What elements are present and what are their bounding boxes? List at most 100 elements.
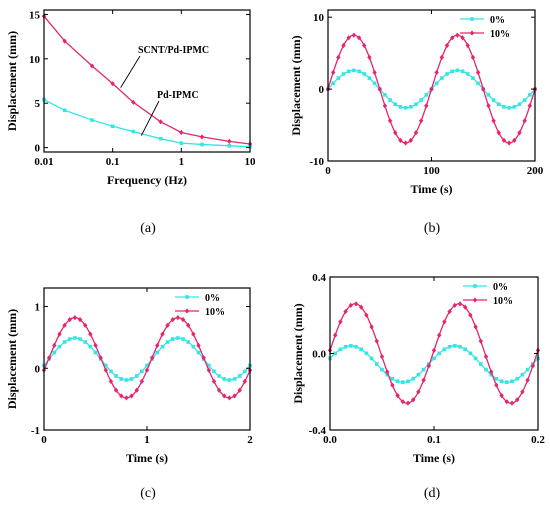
data-point-a-0-3 xyxy=(110,81,115,87)
data-point-d-0-132 xyxy=(499,379,504,384)
data-point-c-0-100 xyxy=(170,337,175,341)
x-tick-label-a-3: 10 xyxy=(245,156,257,168)
data-point-c-0-56 xyxy=(114,374,118,378)
data-point-c-1-68 xyxy=(129,393,134,399)
data-point-d-1-56 xyxy=(400,399,405,405)
panel-caption-a: (a) xyxy=(140,221,156,236)
x-tick-label-b-1: 100 xyxy=(423,165,440,177)
data-point-c-1-104 xyxy=(175,315,181,321)
data-point-b-0-68 xyxy=(414,102,418,107)
data-point-c-0-36 xyxy=(88,344,93,349)
x-tick-label-c-0: 0 xyxy=(41,434,47,446)
data-point-b-0-112 xyxy=(471,76,475,80)
data-point-b-0-148 xyxy=(517,102,522,107)
data-point-c-1-152 xyxy=(237,387,242,393)
data-point-d-1-4 xyxy=(333,332,338,338)
panel-a: 0.01 0.1 1 10 0 5 10 15 Frequency (Hz) Displaceme… xyxy=(5,9,256,236)
data-point-d-1-152 xyxy=(525,377,530,383)
data-point-b-0-152 xyxy=(522,98,527,102)
plot-frame-a xyxy=(43,9,251,153)
x-tick-label-a-0: 0.01 xyxy=(34,156,53,168)
data-point-c-1-88 xyxy=(155,342,160,348)
data-point-b-1-116 xyxy=(475,69,481,76)
data-point-d-1-44 xyxy=(385,369,390,375)
y-tick-label-c-0: -1 xyxy=(31,425,40,437)
data-point-b-1-68 xyxy=(413,130,419,136)
x-tick-label-a-1: 0.1 xyxy=(106,156,120,168)
data-point-b-1-96 xyxy=(450,35,455,41)
data-point-d-1-96 xyxy=(452,302,457,308)
x-tick-label-d-2: 0.2 xyxy=(531,434,545,446)
curves-c xyxy=(41,315,253,401)
data-point-d-0-68 xyxy=(416,372,421,377)
y-tick-label-c-2: 1 xyxy=(35,302,41,314)
curves-d xyxy=(327,301,541,406)
data-point-c-1-116 xyxy=(191,331,196,337)
data-point-b-0-96 xyxy=(450,69,454,74)
data-point-b-0-92 xyxy=(445,72,449,76)
data-point-c-1-136 xyxy=(216,387,222,393)
data-point-b-0-64 xyxy=(409,105,413,109)
data-point-d-0-128 xyxy=(494,376,499,381)
data-point-c-0-48 xyxy=(104,363,108,368)
data-point-a-1-4 xyxy=(131,129,136,134)
data-point-b-1-28 xyxy=(362,42,367,49)
y-axis-label-b: Displacement (mm) xyxy=(289,35,303,135)
data-point-c-1-16 xyxy=(62,322,67,328)
data-point-c-1-132 xyxy=(211,378,217,384)
data-point-c-1-52 xyxy=(108,378,114,384)
data-point-c-0-72 xyxy=(134,374,139,378)
data-point-c-0-140 xyxy=(222,377,227,381)
data-point-c-1-12 xyxy=(57,331,62,337)
data-point-b-0-156 xyxy=(528,93,532,97)
data-point-a-0-2 xyxy=(89,63,95,69)
data-point-d-1-84 xyxy=(437,332,442,338)
data-point-d-1-132 xyxy=(499,392,504,399)
data-point-d-1-60 xyxy=(405,400,411,406)
data-point-d-0-100 xyxy=(458,344,462,349)
y-tick-label-b-2: 10 xyxy=(313,12,325,24)
data-point-c-0-148 xyxy=(232,377,237,381)
data-point-c-1-128 xyxy=(206,367,211,373)
data-point-b-0-104 xyxy=(460,69,465,74)
data-point-d-0-52 xyxy=(395,379,400,384)
x-tick-label-c-2: 2 xyxy=(247,434,253,446)
data-point-c-0-76 xyxy=(140,369,144,374)
y-axis-label-d: Displacement (mm) xyxy=(291,303,305,403)
data-point-d-1-48 xyxy=(390,382,395,388)
panel-caption-d: (d) xyxy=(424,486,441,501)
data-point-d-0-20 xyxy=(354,344,358,349)
data-point-b-0-84 xyxy=(434,81,439,86)
data-point-d-1-20 xyxy=(353,301,359,307)
data-point-d-1-32 xyxy=(369,324,374,330)
data-point-b-1-152 xyxy=(522,118,527,124)
data-point-b-0-4 xyxy=(331,81,335,86)
data-point-d-0-56 xyxy=(401,380,405,384)
data-point-b-1-72 xyxy=(418,118,424,124)
data-point-b-1-4 xyxy=(330,69,336,76)
data-point-d-0-24 xyxy=(359,347,363,352)
data-point-c-1-8 xyxy=(52,342,57,348)
data-point-c-1-60 xyxy=(119,393,124,399)
data-point-c-1-56 xyxy=(113,387,119,393)
data-point-d-1-28 xyxy=(364,312,369,318)
data-point-c-1-140 xyxy=(222,393,227,399)
data-point-c-0-80 xyxy=(145,363,149,368)
data-point-c-1-92 xyxy=(160,331,165,337)
data-point-b-1-60 xyxy=(403,140,408,146)
data-point-a-1-8 xyxy=(227,143,232,148)
data-point-b-1-144 xyxy=(512,137,517,143)
data-point-c-1-144 xyxy=(227,395,232,401)
data-point-c-0-116 xyxy=(191,344,196,349)
data-point-b-0-28 xyxy=(362,72,367,76)
data-point-d-0-12 xyxy=(343,344,348,349)
data-point-c-1-124 xyxy=(201,355,206,361)
data-point-d-1-128 xyxy=(494,382,499,388)
data-point-b-1-16 xyxy=(346,35,351,41)
data-point-b-1-64 xyxy=(408,137,413,143)
data-point-d-1-144 xyxy=(515,397,520,403)
data-point-b-0-8 xyxy=(336,76,341,80)
data-point-c-1-72 xyxy=(134,387,139,393)
data-point-d-0-104 xyxy=(463,347,467,352)
